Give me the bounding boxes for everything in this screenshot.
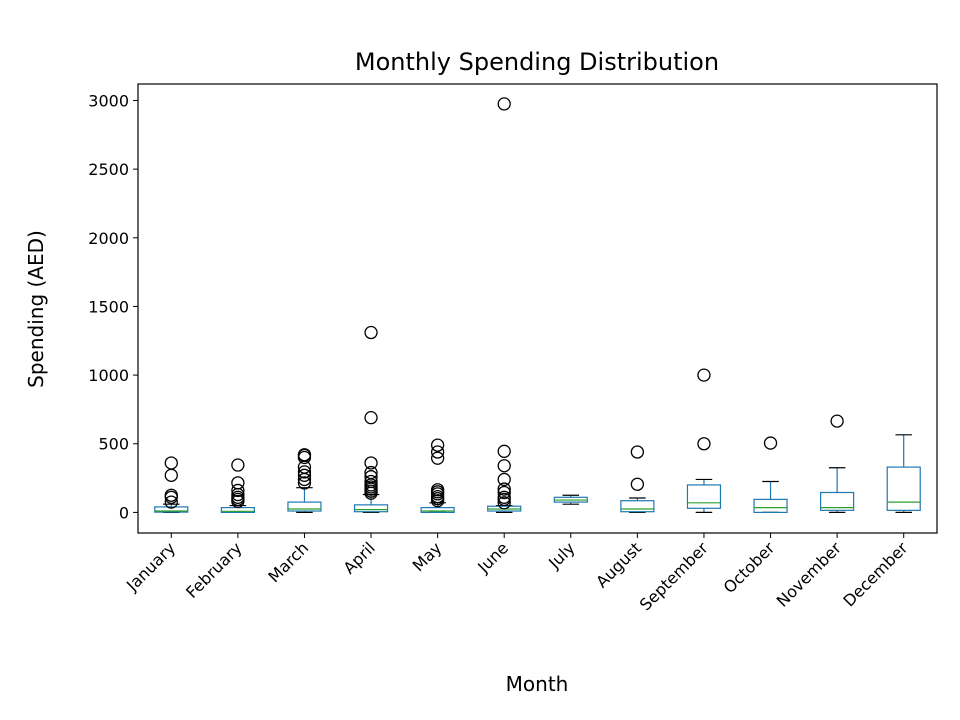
y-axis-label: Spending (AED) [24,230,48,388]
y-tick-label: 2000 [88,229,129,248]
outlier-point [164,456,178,470]
outlier-point [497,97,511,111]
x-tick-label: January [122,538,179,595]
outlier-point [430,483,445,497]
outlier-point [497,472,511,487]
chart-title: Monthly Spending Distribution [355,48,719,76]
outlier-point [497,490,511,504]
box-january [154,506,189,513]
outlier-point [364,474,378,489]
outlier-point [497,485,511,500]
box-may [420,506,455,514]
axes-frame [137,83,938,534]
outlier-point [497,482,511,496]
outlier-point [697,368,711,382]
outlier-point [630,445,645,459]
outlier-point [763,436,778,450]
box-november [820,491,855,511]
box-march [287,501,322,512]
outlier-point [297,448,312,462]
outlier-point [497,459,511,473]
outlier-point [297,468,312,482]
outlier-point [364,470,378,484]
outlier-point [364,411,378,425]
x-tick-label: November [773,538,846,611]
outlier-point [164,468,178,482]
x-tick-label: February [182,538,246,602]
plot-area: 0 500 1000 1500 2000 2500 3000 January February M… [88,83,938,614]
outlier-point [430,438,445,452]
y-tick-label: 0 [119,503,129,522]
outlier-point [497,496,511,510]
outlier-point [697,437,711,451]
x-tick-label: March [264,538,312,586]
outlier-point [830,414,844,428]
x-tick-label: April [340,538,379,577]
x-tick-label: May [409,538,446,575]
outlier-point [364,465,378,480]
x-tick-label: September [636,538,712,614]
outlier-point [231,458,245,472]
box-august [620,500,655,513]
box-september [686,484,722,509]
outlier-point [364,325,378,340]
y-tick-label: 500 [98,435,129,454]
outlier-point [164,495,178,509]
outlier-point [430,445,445,459]
outlier-point [497,444,511,458]
outlier-point [297,465,312,479]
box-october [753,498,788,514]
x-tick-label: October [720,538,779,597]
y-tick-label: 1500 [88,297,129,316]
box-april [353,504,389,513]
y-tick-label: 1000 [88,366,129,385]
box-december [886,466,921,511]
outlier-point [297,476,312,490]
x-tick-label: August [592,538,645,591]
outlier-point [364,456,378,470]
x-tick-label: July [544,538,578,572]
x-tick-label: December [839,538,911,610]
y-tick-label: 3000 [88,91,129,110]
x-axis-label: Month [506,672,569,696]
outlier-point [630,477,645,491]
outlier-point [231,483,245,498]
y-tick-label: 2500 [88,160,129,179]
outlier-point [430,451,445,465]
x-tick-label: June [473,538,512,577]
outlier-point [231,476,245,490]
outlier-point [164,488,178,502]
